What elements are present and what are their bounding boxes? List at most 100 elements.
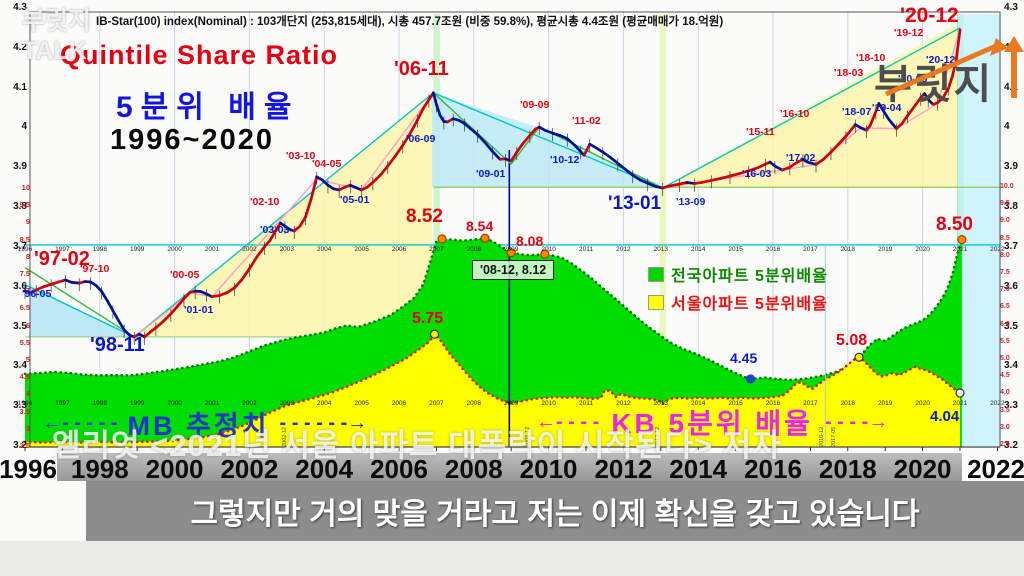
svg-text:2009: 2009 <box>504 400 519 407</box>
svg-text:2002: 2002 <box>242 400 257 407</box>
mb-estimate-range-arrow: ←‑ ‑ ‑ ‑ ‑ MB 추정치 ‑ ‑ ‑ ‑ ‑ ‑→ <box>42 404 367 443</box>
svg-text:2012: 2012 <box>616 246 631 253</box>
axis-tick: 9.0 <box>1000 217 1010 225</box>
svg-text:2011: 2011 <box>579 400 593 407</box>
axis-tick: 4.5 <box>19 372 30 382</box>
axis-tick: 3.8 <box>13 201 27 213</box>
x-axis-year-1998: 1998 <box>70 454 129 484</box>
annotation-1603: '16-03 <box>742 168 772 180</box>
mb-arrow-label: MB 추정치 <box>127 411 270 441</box>
svg-text:2013: 2013 <box>654 246 669 253</box>
svg-text:1997: 1997 <box>55 246 70 253</box>
axis-tick: 9.5 <box>1000 200 1010 208</box>
legend-label-seoul: 서울아파트 5분위배율 <box>671 296 828 313</box>
x-axis-year-2020: 2020 <box>893 454 952 484</box>
x-axis-year-2018: 2018 <box>818 454 877 484</box>
x-axis-year-1996: 1996 <box>0 454 57 484</box>
svg-text:2000: 2000 <box>167 400 182 407</box>
axis-tick: 9 <box>25 217 30 227</box>
svg-text:2020: 2020 <box>915 400 930 407</box>
axis-tick: 3.5 <box>13 320 27 332</box>
axis-tick: 8 <box>25 251 30 261</box>
axis-tick: 3.0 <box>1000 423 1010 431</box>
annotation-0310: '03-10 <box>286 150 316 162</box>
svg-text:2005: 2005 <box>354 246 369 253</box>
svg-text:2015: 2015 <box>728 246 743 253</box>
svg-text:1998: 1998 <box>93 400 108 407</box>
axis-tick: 6.5 <box>1000 303 1010 311</box>
axis-tick: 4.3 <box>1004 2 1018 13</box>
axis-tick: 3.5 <box>1004 320 1018 332</box>
svg-text:2003: 2003 <box>280 246 295 253</box>
axis-tick: 6.0 <box>1000 320 1010 328</box>
axis-tick: 4.2 <box>13 41 27 53</box>
kb-arrow-left: ←‑ ‑ ‑ ‑ <box>536 410 600 433</box>
svg-text:2018: 2018 <box>841 400 856 407</box>
annotation-9710: '97-10 <box>80 263 110 275</box>
channel-logo: 부릿지 <box>874 36 1024 110</box>
axis-tick: 8.5 <box>19 234 30 244</box>
channel-logo-text: 부릿지 <box>874 61 994 107</box>
annotation-575: 5.75 <box>412 310 444 327</box>
axis-tick: 5.5 <box>1000 337 1010 345</box>
svg-text:2016: 2016 <box>766 400 781 407</box>
axis-tick: 8.0 <box>1000 251 1010 259</box>
annotation-850: 8.50 <box>936 214 973 235</box>
axis-tick: 3.5 <box>1000 406 1010 414</box>
svg-text:2004: 2004 <box>317 246 332 253</box>
svg-text:2016: 2016 <box>766 246 781 253</box>
kb-arrow-label: KB 5분위 배율 <box>611 408 813 439</box>
svg-text:2015: 2015 <box>728 400 743 407</box>
mb-arrow-right: ‑ ‑ ‑ ‑ ‑ ‑→ <box>279 412 368 434</box>
axis-tick: 4 <box>1004 121 1010 133</box>
chart-title-years: 1996~2020 <box>110 124 274 156</box>
svg-text:2006: 2006 <box>392 246 407 253</box>
watermark-top-left: 부릿지 TALK <box>22 6 91 66</box>
svg-text:2006: 2006 <box>392 400 407 407</box>
annotation-404: 4.04 <box>930 408 960 425</box>
x-axis-year-2008: 2008 <box>444 454 503 484</box>
svg-text:2020: 2020 <box>915 246 930 253</box>
svg-text:2022: 2022 <box>990 400 1005 407</box>
annotation-0611: '06-11 <box>394 58 449 80</box>
svg-text:2004: 2004 <box>317 400 332 407</box>
svg-text:2003: 2003 <box>280 400 295 407</box>
watermark-line2: TALK <box>22 37 87 65</box>
axis-tick: 5.0 <box>1000 355 1010 362</box>
kb-arrow-right: ‑ ‑ ‑ ‑→ <box>824 410 889 433</box>
annotation-0210: '02-10 <box>250 196 280 208</box>
svg-text:2007: 2007 <box>429 400 444 407</box>
legend-label-national: 전국아파트 5분위배율 <box>671 268 828 285</box>
annotation-2012: '20-12 <box>926 54 956 66</box>
svg-text:2001: 2001 <box>205 246 220 253</box>
annotation-2005: '20-05 <box>898 73 928 85</box>
subtitle-bar: 그렇지만 거의 맞을 거라고 저는 이제 확신을 갖고 있습니다 <box>86 481 1024 541</box>
annotation-1807: '18-07 <box>842 106 872 118</box>
svg-text:2008: 2008 <box>467 400 482 407</box>
svg-text:2000: 2000 <box>167 246 182 253</box>
svg-text:2019: 2019 <box>878 246 893 253</box>
axis-tick: 3.9 <box>13 161 27 173</box>
subtitle-text: 그렇지만 거의 맞을 거라고 저는 이제 확신을 갖고 있습니다 <box>190 498 920 531</box>
logo-arrow-icon <box>885 36 1024 98</box>
svg-text:1996: 1996 <box>18 400 33 407</box>
x-axis-year-2000: 2000 <box>145 454 204 484</box>
svg-text:2017: 2017 <box>803 400 818 407</box>
svg-text:2017: 2017 <box>803 246 818 253</box>
svg-text:1998: 1998 <box>93 246 108 253</box>
svg-text:2014: 2014 <box>691 246 706 253</box>
svg-text:1996: 1996 <box>18 246 33 253</box>
axis-tick: 5 <box>25 355 30 364</box>
svg-text:2010: 2010 <box>541 400 556 407</box>
legend-item-seoul: 서울아파트 5분위배율 <box>648 290 828 314</box>
legend-item-national: 전국아파트 5분위배율 <box>648 262 828 286</box>
annotation-852: 8.52 <box>406 206 443 227</box>
x-axis-year-2004: 2004 <box>295 454 354 484</box>
kb-quintile-range-arrow: ←‑ ‑ ‑ ‑ KB 5분위 배율 ‑ ‑ ‑ ‑→ <box>536 402 888 442</box>
annotation-854: 8.54 <box>466 218 494 234</box>
axis-tick: 10.0 <box>1000 183 1014 190</box>
annotation-1912: '19-12 <box>894 27 924 39</box>
axis-tick: 9.5 <box>19 200 30 210</box>
annotation-0501: '05-01 <box>340 194 370 206</box>
